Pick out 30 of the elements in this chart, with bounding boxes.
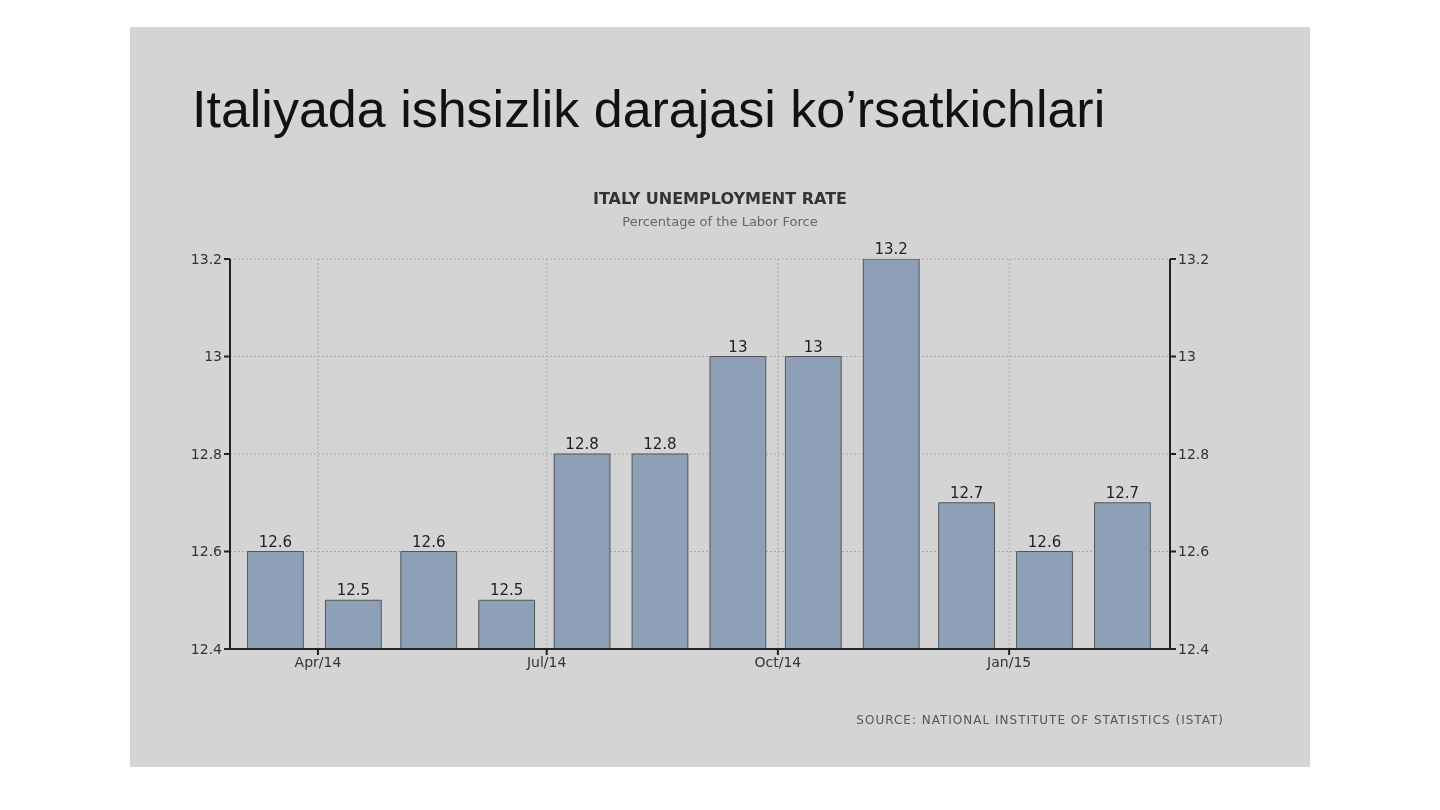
data-label: 12.6 [1027,532,1062,551]
y2-tick-label: 13.2 [1178,250,1210,267]
y-tick-label: 13.2 [190,250,222,267]
data-label: 12.5 [489,581,524,600]
text: Percentage of the Labor Force [621,214,819,229]
y-tick-label: 12.4 [190,640,223,657]
x-tick-label: Oct/14 [754,653,802,670]
chart-title: Italiyada ishsizlik darajasi ko’rsatkichlari [191,79,1107,139]
y2-tick-label: 12.8 [1178,445,1210,462]
data-label: 12.7 [949,483,984,502]
data-label: 12.6 [258,532,293,551]
data-label: 12.8 [643,435,677,453]
y-tick-label: 12.8 [190,445,222,462]
chart-subtitle: ITALY UNEMPLOYMENT RATE [591,189,849,208]
data-label: 12.8 [565,435,599,453]
data-label: 12.5 [336,581,371,600]
y2-tick-label: 12.6 [1178,543,1210,560]
y2-tick-label: 12.4 [1178,640,1210,657]
x-tick-label: Jan/15 [986,653,1032,670]
source-note: SOURCE: NATIONAL INSTITUTE OF STATISTICS (ISTAT) [856,713,1224,727]
y-tick-label: 13 [204,348,222,365]
y-tick-label: 12.6 [190,543,223,560]
data-label: 12.6 [412,532,446,551]
x-tick-label: Jul/14 [525,653,567,670]
data-label: 13.2 [874,240,908,258]
y2-tick-label: 13 [1178,348,1196,365]
data-label: 13 [803,337,823,356]
data-label: 12.7 [1105,483,1140,502]
data-label: 13 [728,337,748,356]
x-tick-label: Apr/14 [294,653,342,670]
